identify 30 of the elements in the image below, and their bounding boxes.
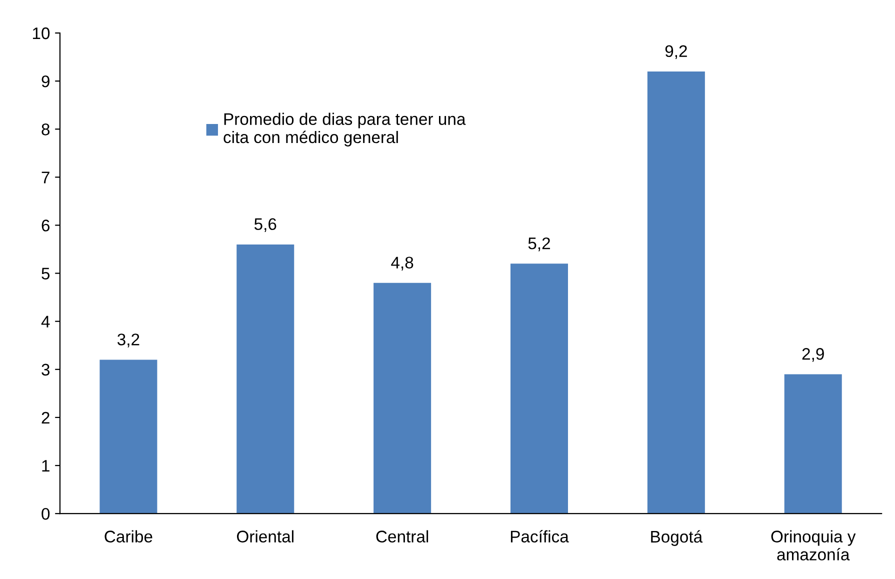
y-tick-label: 7 bbox=[42, 172, 50, 184]
data-label: 9,2 bbox=[665, 45, 687, 60]
y-tick-label: 8 bbox=[42, 124, 50, 136]
y-tick-label: 6 bbox=[42, 220, 50, 232]
x-tick-label: Central bbox=[376, 530, 428, 542]
data-label: 5,2 bbox=[528, 237, 550, 252]
bar bbox=[510, 264, 568, 514]
bar bbox=[647, 71, 705, 514]
x-tick-label: Bogotá bbox=[651, 530, 703, 546]
y-tick-label: 0 bbox=[42, 508, 50, 520]
data-label: 3,2 bbox=[117, 334, 140, 348]
data-label: 5,6 bbox=[254, 218, 276, 232]
y-tick-label: 3 bbox=[42, 364, 50, 376]
bar bbox=[236, 244, 294, 514]
x-tick-label: Pacífica bbox=[510, 530, 569, 542]
bar bbox=[374, 282, 432, 514]
data-label: 2,9 bbox=[802, 348, 824, 362]
y-tick-label: 10 bbox=[32, 27, 50, 40]
data-label: 4,8 bbox=[391, 256, 414, 270]
x-tick-label: Orinoquia y amazonía bbox=[771, 530, 856, 560]
legend-label: Promedio de dias para tener una cita con médico general bbox=[224, 112, 466, 146]
bar bbox=[784, 374, 842, 514]
y-tick-label: 5 bbox=[42, 268, 50, 280]
x-tick-label: Oriental bbox=[236, 530, 294, 542]
y-tick-label: 4 bbox=[41, 316, 50, 328]
bar bbox=[100, 360, 158, 514]
x-tick-label: Caribe bbox=[104, 530, 152, 542]
y-tick-label: 1 bbox=[42, 460, 50, 472]
y-tick-label: 2 bbox=[42, 412, 50, 424]
y-tick-label: 9 bbox=[42, 75, 50, 88]
